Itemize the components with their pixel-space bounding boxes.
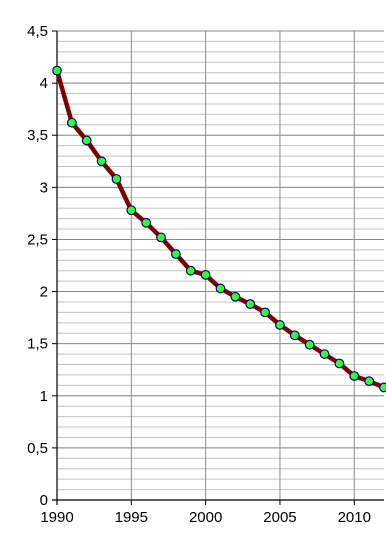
data-point (245, 299, 256, 309)
data-point (171, 249, 181, 259)
data-point (289, 330, 300, 341)
data-point (319, 349, 330, 359)
x-tick-label: 1990 (40, 509, 73, 526)
y-tick-label: 4,5 (27, 23, 48, 40)
data-point (200, 269, 211, 280)
data-point (215, 283, 226, 294)
data-point (379, 382, 386, 393)
series-group (52, 65, 386, 393)
y-tick-label: 0 (40, 492, 48, 509)
data-point (141, 217, 152, 228)
y-tick-label: 2 (40, 284, 48, 301)
data-point (96, 156, 107, 167)
y-tick-label: 3,5 (27, 127, 48, 144)
data-point (260, 307, 270, 318)
axes (52, 30, 384, 505)
x-tick-label: 2000 (189, 509, 222, 526)
data-point (230, 291, 241, 302)
data-point (126, 205, 137, 216)
data-point (81, 135, 92, 146)
y-tick-label: 1,5 (27, 336, 48, 353)
major-gridlines (57, 30, 384, 500)
x-axis-tick-labels: 1990 1995 2000 2005 2010 (40, 509, 371, 526)
minor-gridlines (57, 40, 384, 491)
data-point (304, 339, 315, 350)
y-tick-label: 4 (40, 75, 48, 92)
data-point (52, 65, 62, 76)
data-point (364, 376, 375, 387)
data-point (275, 320, 285, 330)
y-tick-label: 3 (40, 179, 48, 196)
x-tick-label: 1995 (115, 509, 148, 526)
data-point (156, 232, 166, 243)
x-tick-label: 2005 (263, 509, 296, 526)
y-tick-label: 1 (40, 388, 48, 405)
data-point (66, 117, 77, 128)
y-tick-label: 2,5 (27, 231, 48, 248)
data-point (185, 265, 196, 276)
data-point (111, 174, 122, 184)
data-point (334, 358, 345, 369)
y-tick-label: 0,5 (27, 440, 48, 457)
x-tick-label: 2010 (338, 509, 371, 526)
y-axis-tick-labels: 0 0,5 1 1,5 2 2,5 3 3,5 4 4,5 (27, 23, 48, 509)
data-point (349, 371, 360, 381)
